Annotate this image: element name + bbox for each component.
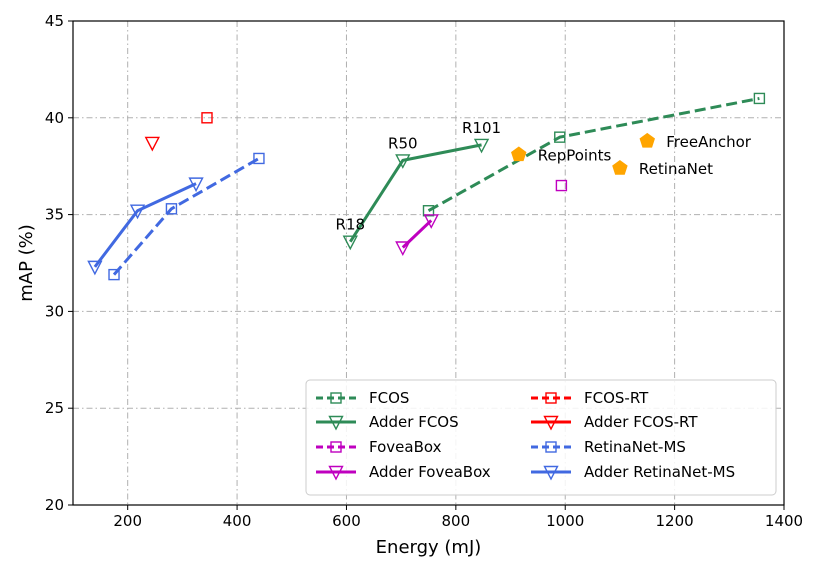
data-point-retinanet-ms bbox=[253, 152, 265, 165]
data-point-fcos bbox=[422, 205, 435, 217]
point-marker-retinanet bbox=[612, 160, 628, 175]
legend-entry-adder-retinanet-ms: Adder RetinaNet-MS bbox=[531, 463, 735, 481]
data-point-adder-retinanet-ms bbox=[87, 260, 103, 276]
point-marker-reppoints bbox=[511, 146, 527, 162]
legend-entry-foveabox: FoveaBox bbox=[316, 438, 442, 456]
data-point-fcos-rt bbox=[201, 112, 213, 124]
data-point-adder-fcos bbox=[342, 235, 358, 251]
series-line-adder-fcos bbox=[349, 143, 482, 243]
legend-marker-retinanet-ms bbox=[545, 441, 557, 453]
y-tick-label: 25 bbox=[45, 399, 64, 417]
point-label-reppoints: RepPoints bbox=[538, 147, 612, 165]
y-tick-label: 35 bbox=[45, 206, 64, 224]
data-point-adder-fcos bbox=[473, 138, 490, 154]
x-tick-label: 1400 bbox=[765, 512, 803, 530]
legend-label-adder-retinanet-ms: Adder RetinaNet-MS bbox=[584, 463, 735, 481]
legend-label-adder-fcos: Adder FCOS bbox=[369, 413, 459, 431]
legend-box bbox=[305, 379, 777, 496]
series-line-retinanet-ms bbox=[112, 157, 260, 276]
legend-label-retinanet-ms: RetinaNet-MS bbox=[584, 438, 686, 456]
y-tick-label: 30 bbox=[45, 302, 64, 320]
series-adder-fcos bbox=[342, 138, 490, 251]
legend-entry-retinanet-ms: RetinaNet-MS bbox=[531, 438, 686, 456]
data-point-adder-foveabox bbox=[423, 214, 439, 229]
point-marker-freeanchor bbox=[639, 132, 655, 148]
legend-marker-adder-foveabox bbox=[328, 465, 344, 481]
series-adder-foveabox bbox=[395, 214, 439, 257]
point-label-retinanet: RetinaNet bbox=[639, 160, 713, 178]
data-point-retinanet-ms bbox=[165, 203, 178, 215]
legend-marker-adder-fcos bbox=[328, 415, 344, 431]
data-point-retinanet-ms bbox=[108, 268, 120, 281]
legend-label-adder-foveabox: Adder FoveaBox bbox=[369, 463, 491, 481]
point-retinanet: RetinaNet bbox=[612, 160, 713, 178]
data-point-adder-fcos bbox=[395, 154, 411, 169]
series-adder-fcos-rt bbox=[144, 136, 160, 152]
y-tick-label: 20 bbox=[45, 496, 64, 514]
data-point-fcos bbox=[753, 92, 766, 105]
x-tick-label: 200 bbox=[113, 512, 142, 530]
data-point-fcos bbox=[554, 131, 566, 143]
x-tick-label: 600 bbox=[332, 512, 361, 530]
data-point-adder-retinanet-ms bbox=[188, 177, 204, 193]
y-tick-label: 40 bbox=[45, 109, 64, 127]
point-reppoints: RepPoints bbox=[511, 146, 612, 165]
legend-entry-adder-fcos-rt: Adder FCOS-RT bbox=[531, 413, 698, 431]
series-line-adder-foveabox bbox=[401, 219, 433, 249]
legend-marker-adder-fcos-rt bbox=[543, 415, 559, 431]
x-tick-label: 1200 bbox=[656, 512, 694, 530]
axes: 200 400 600 800 1000 1200 1400 20 25 30 35 40 45 Ener… bbox=[16, 12, 803, 558]
annotation-r101: R101 bbox=[462, 119, 501, 137]
y-axis-label: mAP (%) bbox=[16, 224, 37, 302]
data-point-adder-fcos-rt bbox=[144, 136, 160, 152]
legend-entry-fcos-rt: FCOS-RT bbox=[531, 389, 649, 407]
plot-frame bbox=[72, 20, 785, 506]
legend-marker-fcos bbox=[330, 392, 342, 404]
legend-marker-fcos-rt bbox=[545, 392, 557, 404]
annotation-r50: R50 bbox=[388, 134, 418, 152]
legend-entry-adder-foveabox: Adder FoveaBox bbox=[316, 463, 491, 481]
legend-label-fcos-rt: FCOS-RT bbox=[584, 389, 649, 407]
x-tick-label: 1000 bbox=[546, 512, 584, 530]
annotations: RepPoints FreeAnchor RetinaNet R18 R50 R101 bbox=[336, 119, 752, 234]
annotation-r18: R18 bbox=[336, 216, 366, 234]
legend-label-foveabox: FoveaBox bbox=[369, 438, 442, 456]
point-label-freeanchor: FreeAnchor bbox=[666, 133, 752, 151]
legend: FCOS Adder FCOS FoveaBox Adder FoveaBox FCOS… bbox=[305, 379, 777, 496]
series-fcos-rt bbox=[201, 112, 213, 124]
legend-label-fcos: FCOS bbox=[369, 389, 409, 407]
x-tick-label: 400 bbox=[223, 512, 252, 530]
legend-label-adder-fcos-rt: Adder FCOS-RT bbox=[584, 413, 698, 431]
legend-marker-foveabox bbox=[330, 441, 342, 453]
legend-entry-fcos: FCOS bbox=[316, 389, 409, 407]
legend-marker-adder-retinanet-ms bbox=[543, 465, 559, 481]
series-adder-retinanet-ms bbox=[87, 177, 204, 276]
y-tick-label: 45 bbox=[45, 12, 64, 30]
series-retinanet-ms bbox=[108, 152, 265, 281]
legend-entry-adder-fcos: Adder FCOS bbox=[316, 413, 459, 431]
data-point-adder-foveabox bbox=[395, 241, 411, 257]
series-foveabox bbox=[555, 179, 568, 192]
data-point-adder-retinanet-ms bbox=[129, 204, 146, 220]
x-axis-label: Energy (mJ) bbox=[376, 537, 482, 558]
x-tick-label: 800 bbox=[442, 512, 471, 530]
series-fcos bbox=[422, 92, 766, 217]
series-line-fcos bbox=[427, 96, 760, 213]
series-line-adder-retinanet-ms bbox=[93, 182, 197, 268]
point-freeanchor: FreeAnchor bbox=[639, 132, 752, 151]
data-point-foveabox bbox=[555, 179, 568, 192]
series-layer bbox=[87, 92, 766, 281]
